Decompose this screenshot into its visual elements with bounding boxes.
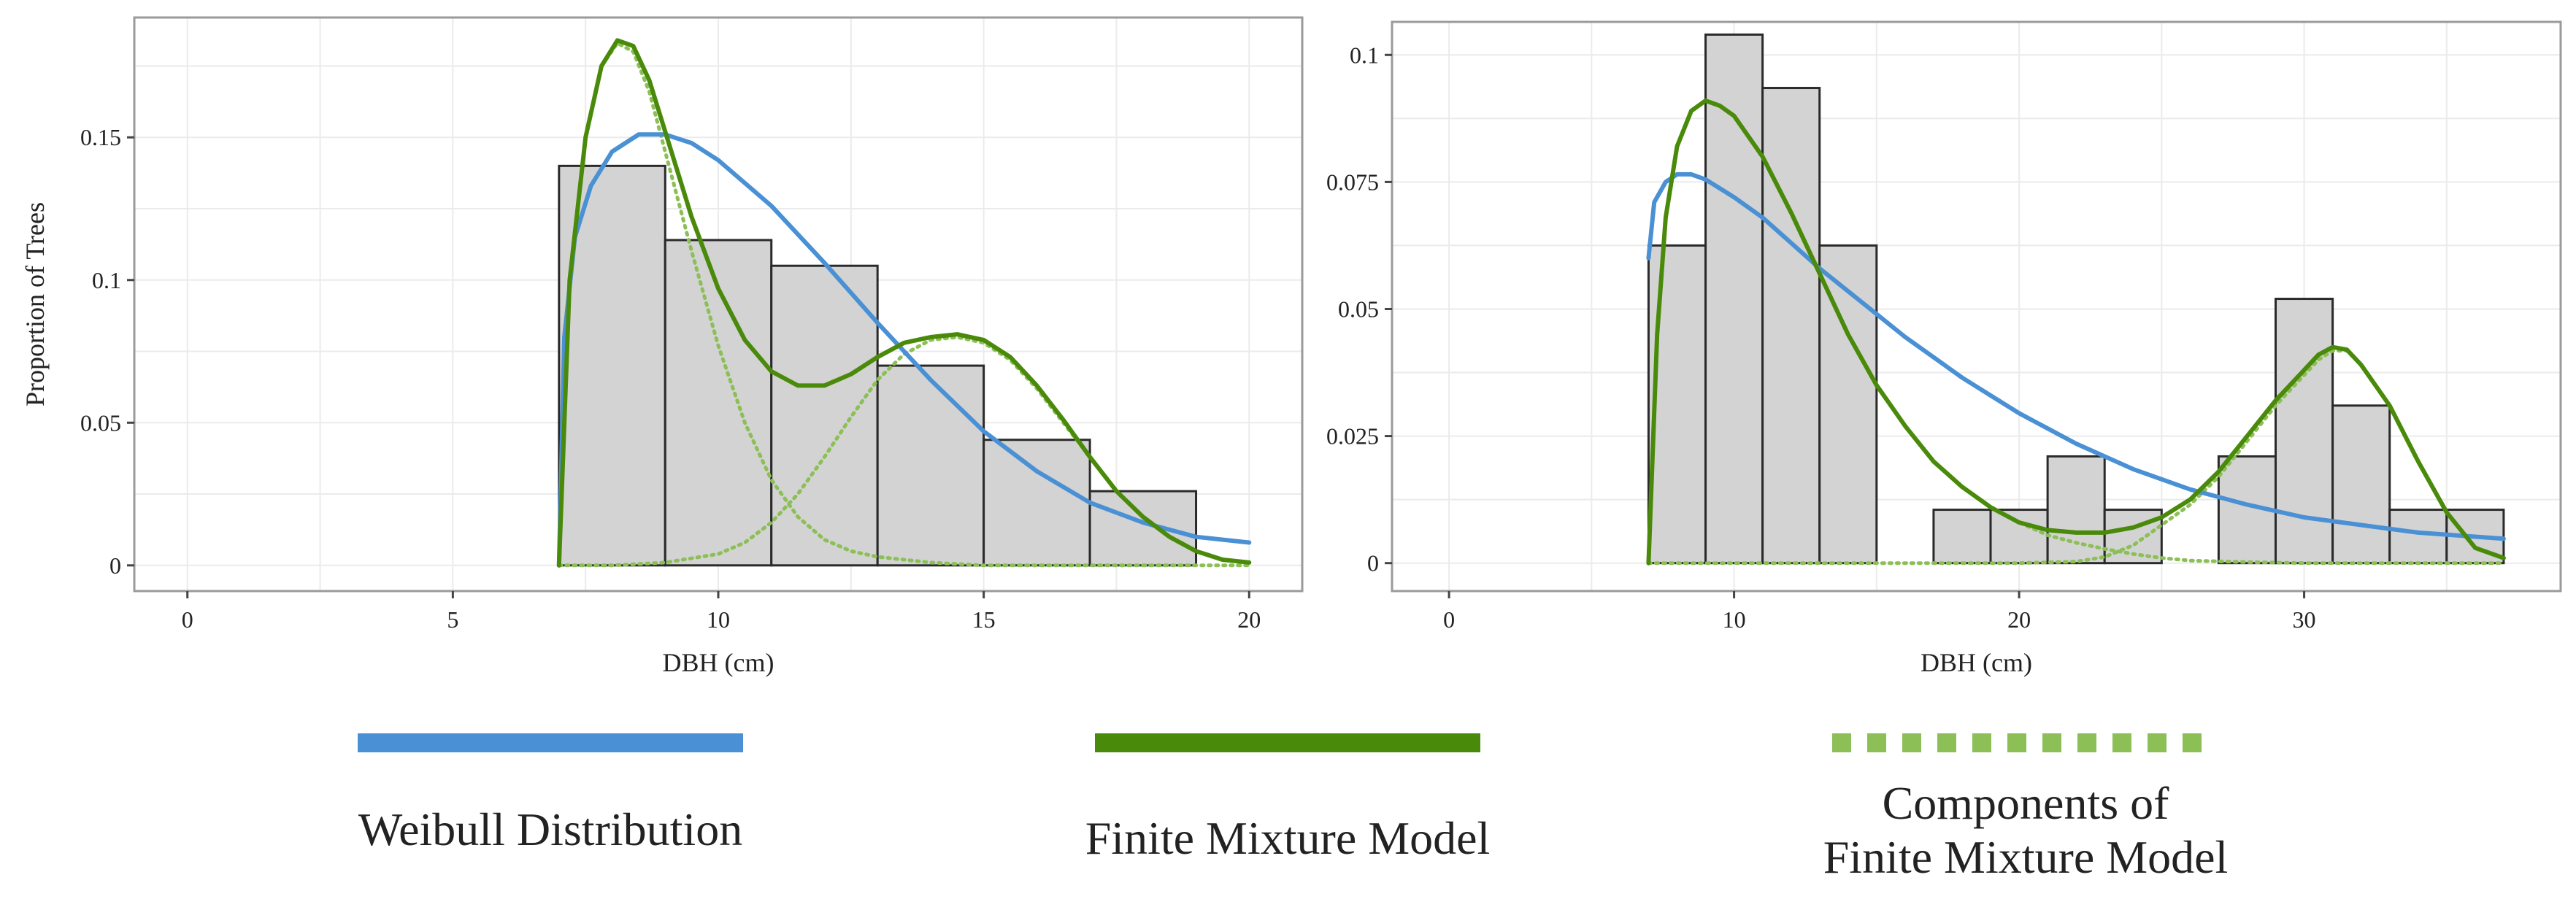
x-tick-label: 15 xyxy=(972,606,996,633)
y-tick-label: 0.075 xyxy=(1326,169,1379,195)
chart-panel-2: 0 10 20 30 DBH (cm) 0 0.025 0.05 0.075 0.1 xyxy=(1326,20,2562,677)
legend: Weibull Distribution Finite Mixture Model… xyxy=(358,733,2229,883)
histogram-bar xyxy=(876,364,985,567)
mixture-model-curve xyxy=(1646,98,2506,566)
histogram-bar xyxy=(1989,509,2049,565)
histogram-bar xyxy=(1088,490,1198,567)
histogram-bar xyxy=(983,439,1091,567)
x-tick-label: 10 xyxy=(707,606,730,633)
legend-item: Weibull Distribution xyxy=(358,733,743,855)
density-curves xyxy=(1646,98,2506,566)
x-axis: 0 5 10 15 20 DBH (cm) xyxy=(182,591,1261,677)
weibull-curve xyxy=(556,132,1252,568)
y-tick-label: 0 xyxy=(1367,550,1379,576)
x-tick-label: 0 xyxy=(1443,606,1455,633)
x-axis-title: DBH (cm) xyxy=(663,648,774,677)
density-curves xyxy=(556,38,1252,568)
y-tick-label: 0.1 xyxy=(92,267,121,293)
y-axis: 0 0.05 0.1 0.15 Proportion of Trees xyxy=(20,124,134,579)
histogram-bar xyxy=(2388,509,2448,565)
histogram-bar xyxy=(1761,87,1821,565)
x-tick-label: 20 xyxy=(2007,606,2031,633)
x-tick-label: 0 xyxy=(182,606,193,633)
histogram-bar xyxy=(770,264,879,567)
y-tick-label: 0.05 xyxy=(80,409,121,436)
histogram-bar xyxy=(664,239,773,567)
histogram-bar xyxy=(1704,33,1764,565)
legend-label: Weibull Distribution xyxy=(358,803,742,855)
mixture-model-curve xyxy=(556,38,1252,568)
x-tick-label: 10 xyxy=(1723,606,1746,633)
chart-panel-1: 0 5 10 15 20 DBH (cm) 0 0.05 0.1 0.15 Proportion o… xyxy=(20,16,1304,677)
legend-label: Finite Mixture Model xyxy=(1085,812,1491,864)
y-tick-label: 0 xyxy=(109,552,121,579)
x-tick-label: 30 xyxy=(2293,606,2316,633)
legend-label: Finite Mixture Model xyxy=(1823,831,2229,883)
y-tick-label: 0.025 xyxy=(1326,423,1379,450)
legend-item: Finite Mixture Model xyxy=(1085,733,1491,864)
weibull-curve xyxy=(1646,171,2506,541)
histogram-bar xyxy=(2331,404,2391,565)
y-axis: 0 0.025 0.05 0.075 0.1 xyxy=(1326,42,1392,576)
histogram-bars xyxy=(558,164,1198,567)
x-axis-title: DBH (cm) xyxy=(1921,648,2032,677)
y-tick-label: 0.1 xyxy=(1350,42,1379,68)
mixture-component-curve xyxy=(557,335,1251,568)
histogram-bar xyxy=(2275,298,2334,565)
y-axis-title: Proportion of Trees xyxy=(20,202,50,406)
y-tick-label: 0.05 xyxy=(1338,296,1379,322)
histogram-bar xyxy=(1932,509,1992,565)
x-axis: 0 10 20 30 DBH (cm) xyxy=(1443,591,2316,677)
y-tick-label: 0.15 xyxy=(80,124,121,150)
panel-border xyxy=(1391,20,2562,593)
legend-label: Components of xyxy=(1883,777,2170,829)
histogram-bar xyxy=(1647,244,1707,565)
x-tick-label: 5 xyxy=(447,606,458,633)
x-tick-label: 20 xyxy=(1237,606,1261,633)
